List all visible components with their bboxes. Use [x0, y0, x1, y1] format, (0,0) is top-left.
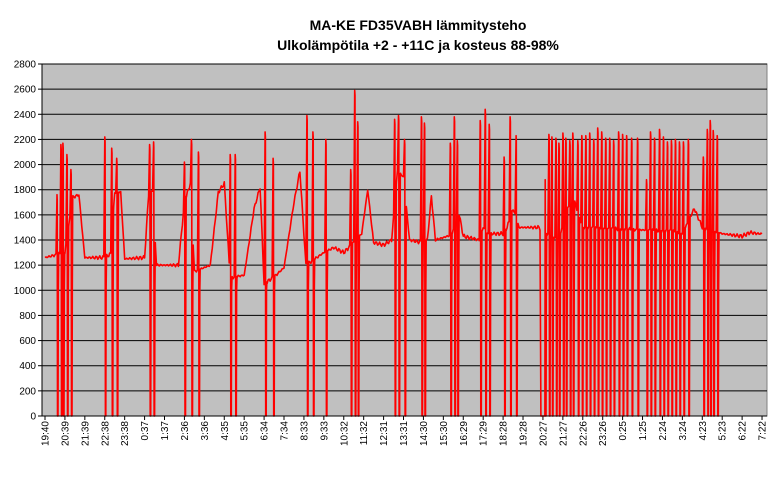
x-axis-ticks: 19:40 20:39 21:39 22:38 23:38 0:37 1:37 2:36 3:3… [41, 416, 769, 446]
y-tick-label: 2000 [14, 160, 37, 171]
series-line [44, 89, 763, 417]
y-tick-label: 2200 [14, 135, 37, 146]
x-tick-label: 0:25 [618, 421, 629, 441]
x-tick-label: 21:27 [558, 421, 569, 446]
y-tick-label: 600 [19, 336, 36, 347]
y-tick-label: 1000 [14, 286, 37, 297]
x-tick-label: 4:35 [220, 421, 231, 441]
x-tick-label: 17:29 [479, 421, 490, 446]
x-tick-label: 22:38 [100, 421, 111, 446]
x-tick-label: 13:31 [399, 421, 410, 446]
x-tick-label: 4:23 [698, 421, 709, 441]
x-tick-label: 3:24 [678, 421, 689, 441]
x-tick-label: 2:36 [180, 421, 191, 441]
x-tick-label: 19:28 [519, 421, 530, 446]
y-tick-label: 2400 [14, 110, 37, 121]
x-tick-label: 5:23 [718, 421, 729, 441]
y-tick-label: 0 [30, 412, 36, 423]
x-tick-label: 10:32 [339, 421, 350, 446]
x-tick-label: 16:29 [459, 421, 470, 446]
x-tick-label: 23:38 [120, 421, 131, 446]
y-tick-label: 2600 [14, 85, 37, 96]
y-tick-label: 400 [19, 361, 36, 372]
x-tick-label: 21:39 [80, 421, 91, 446]
x-tick-label: 19:40 [41, 421, 52, 446]
x-tick-label: 3:36 [200, 421, 211, 441]
x-tick-label: 7:34 [280, 421, 291, 441]
x-tick-label: 18:28 [499, 421, 510, 446]
x-tick-label: 8:33 [299, 421, 310, 441]
x-tick-label: 12:31 [379, 421, 390, 446]
x-tick-label: 7:22 [758, 421, 769, 441]
y-tick-label: 1600 [14, 210, 37, 221]
x-tick-label: 6:22 [738, 421, 749, 441]
x-tick-label: 2:24 [658, 421, 669, 441]
y-tick-label: 1400 [14, 236, 37, 247]
x-tick-label: 22:26 [578, 421, 589, 446]
x-tick-label: 14:30 [419, 421, 430, 446]
x-tick-label: 0:37 [140, 421, 151, 441]
x-tick-label: 5:35 [240, 421, 251, 441]
x-tick-label: 15:30 [439, 421, 450, 446]
x-tick-label: 9:33 [319, 421, 330, 441]
x-tick-label: 11:32 [359, 421, 370, 446]
y-tick-label: 1800 [14, 185, 37, 196]
x-tick-label: 20:39 [60, 421, 71, 446]
x-tick-label: 20:27 [538, 421, 549, 446]
series-layer [44, 89, 763, 417]
y-tick-label: 800 [19, 311, 36, 322]
x-tick-label: 23:26 [598, 421, 609, 446]
chart-title: MA-KE FD35VABH lämmitysteho [310, 17, 527, 33]
x-tick-label: 1:37 [160, 421, 171, 441]
y-tick-label: 1200 [14, 261, 37, 272]
y-axis-ticks: 0 200 400 600 800 1000 1200 1400 1600 1800 2000 220… [14, 60, 42, 423]
y-tick-label: 200 [19, 386, 36, 397]
x-tick-label: 6:34 [260, 421, 271, 441]
y-tick-label: 2800 [14, 60, 37, 71]
chart-subtitle: Ulkolämpötila +2 - +11C ja kosteus 88-98… [277, 37, 559, 53]
x-tick-label: 1:25 [638, 421, 649, 441]
